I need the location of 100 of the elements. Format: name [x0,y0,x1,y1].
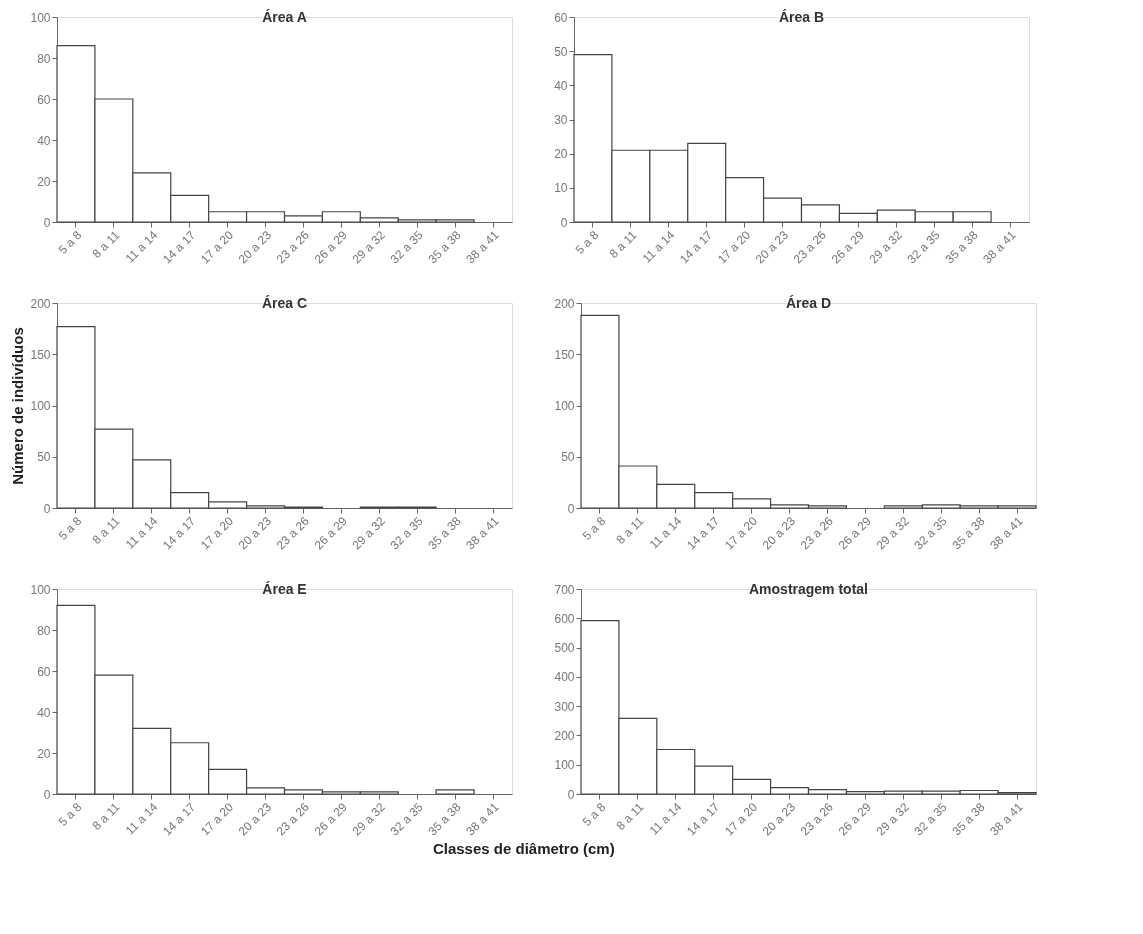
x-tick-label: 8 a 11 [606,227,640,261]
y-tick-label: 50 [561,450,575,465]
x-tick-label: 5 a 8 [572,227,602,257]
y-tick-label: 100 [30,10,51,25]
x-tick-label: 29 a 32 [349,513,388,553]
y-tick-label: 0 [43,215,51,230]
bar [435,789,475,795]
x-tick-label: 8 a 11 [613,513,647,547]
chart-title: Área C [261,295,308,311]
x-tick-label: 32 a 35 [911,799,950,839]
y-tick-label: 200 [554,296,575,311]
x-tick-label: 5 a 8 [579,513,609,543]
x-tick-label: 29 a 32 [873,513,912,553]
chart-title: Amostragem total [748,581,869,597]
x-tick-label: 11 a 14 [646,513,685,552]
y-tick-label: 150 [554,347,575,362]
x-tick-label: 23 a 26 [273,227,313,267]
x-tick-label: 26 a 29 [828,227,868,267]
x-tick-label: 26 a 29 [835,513,875,553]
y-tick-label: 700 [554,582,575,597]
x-tick-label: 14 a 17 [159,227,199,267]
y-tick-label: 200 [554,728,575,743]
y-tick-label: 20 [37,746,51,761]
x-tick-label: 23 a 26 [797,513,837,553]
y-tick-label: 40 [37,705,51,720]
x-tick-label: 23 a 26 [797,799,837,839]
x-tick-label: 11 a 14 [122,227,161,266]
x-tick-label: 29 a 32 [866,227,905,267]
x-tick-label: 32 a 35 [904,227,943,267]
x-tick-label: 5 a 8 [55,513,85,543]
x-tick-label: 32 a 35 [387,227,426,267]
x-tick-label: 17 a 20 [721,513,761,553]
x-tick-label: 5 a 8 [55,799,85,829]
y-tick-label: 100 [554,758,575,773]
x-tick-label: 14 a 17 [683,799,723,839]
chart-title: Área B [778,9,825,25]
chart-title: Área D [785,295,832,311]
y-tick-label: 50 [37,450,51,465]
x-tick-label: 23 a 26 [273,513,313,553]
x-tick-label: 14 a 17 [683,513,723,553]
y-tick-label: 300 [554,699,575,714]
y-tick-label: 30 [554,113,568,127]
y-tick-label: 80 [37,51,51,66]
y-tick-label: 0 [567,787,575,802]
x-tick-label: 38 a 41 [987,799,1026,839]
x-tick-label: 11 a 14 [646,799,685,838]
y-tick-label: 40 [37,133,51,148]
x-tick-label: 17 a 20 [721,799,761,839]
x-tick-label: 23 a 26 [790,227,830,267]
x-tick-label: 20 a 23 [235,799,275,839]
x-tick-label: 32 a 35 [911,513,950,553]
y-tick-label: 600 [554,611,575,626]
x-tick-label: 35 a 38 [425,227,464,267]
y-tick-label: 40 [554,78,568,93]
y-tick-label: 400 [554,670,575,685]
x-tick-label: 38 a 41 [980,227,1019,267]
x-tick-label: 20 a 23 [752,227,792,267]
x-tick-label: 35 a 38 [949,799,988,839]
x-tick-label: 20 a 23 [235,227,275,267]
x-tick-label: 20 a 23 [759,513,799,553]
x-tick-label: 26 a 29 [835,799,875,839]
x-tick-label: 26 a 29 [311,799,351,839]
x-tick-label: 26 a 29 [311,227,351,267]
y-tick-label: 20 [37,174,51,189]
x-axis-title: Classes de diâmetro (cm) [432,839,615,857]
y-tick-label: 150 [30,347,51,362]
x-tick-label: 8 a 11 [89,227,123,261]
x-tick-label: 35 a 38 [942,227,981,267]
x-tick-label: 8 a 11 [613,799,647,833]
x-tick-label: 35 a 38 [949,513,988,553]
x-tick-label: 8 a 11 [89,799,123,833]
x-tick-label: 11 a 14 [122,799,161,838]
y-tick-label: 200 [30,296,51,311]
x-tick-label: 38 a 41 [463,227,502,267]
x-tick-label: 35 a 38 [425,513,464,553]
x-tick-label: 23 a 26 [273,799,313,839]
x-tick-label: 20 a 23 [759,799,799,839]
x-tick-label: 14 a 17 [159,513,199,553]
x-tick-label: 11 a 14 [122,513,161,552]
y-tick-label: 60 [554,10,568,25]
y-axis-title: Número de indivíduos [9,327,27,485]
y-tick-label: 80 [37,623,51,638]
y-tick-label: 20 [554,147,568,162]
x-tick-label: 32 a 35 [387,799,426,839]
x-tick-label: 29 a 32 [349,227,388,267]
y-tick-label: 0 [43,787,51,802]
x-tick-label: 5 a 8 [55,227,85,257]
y-tick-label: 500 [554,641,575,656]
x-tick-label: 17 a 20 [197,799,237,839]
x-tick-label: 5 a 8 [579,799,609,829]
y-tick-label: 60 [37,92,51,107]
y-tick-label: 0 [43,501,51,516]
x-tick-label: 14 a 17 [159,799,199,839]
y-tick-label: 50 [554,44,568,59]
x-tick-label: 20 a 23 [235,513,275,553]
x-tick-label: 17 a 20 [714,227,754,267]
x-tick-label: 14 a 17 [676,227,716,267]
chart-title: Área A [262,9,307,25]
x-tick-label: 35 a 38 [425,799,464,839]
x-tick-label: 38 a 41 [463,799,502,839]
